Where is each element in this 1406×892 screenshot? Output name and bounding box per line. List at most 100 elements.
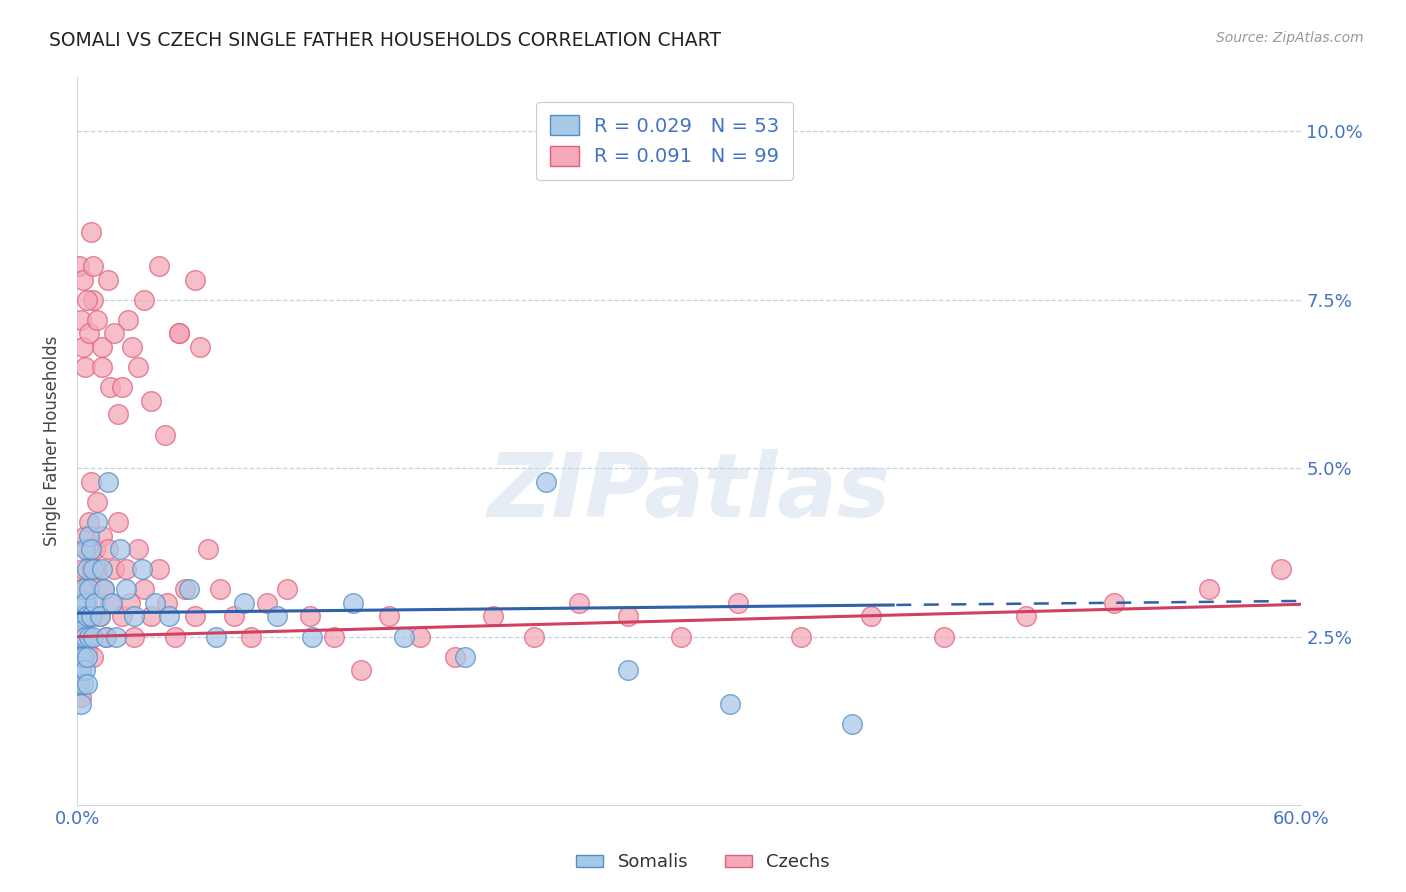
Point bbox=[98, 380, 121, 394]
Point bbox=[75, 582, 97, 597]
Point bbox=[72, 609, 94, 624]
Point bbox=[82, 609, 104, 624]
Point bbox=[76, 643, 98, 657]
Point bbox=[70, 313, 93, 327]
Point bbox=[1102, 596, 1125, 610]
Point bbox=[94, 630, 117, 644]
Point bbox=[79, 575, 101, 590]
Point bbox=[67, 677, 90, 691]
Point bbox=[76, 293, 98, 307]
Point bbox=[72, 340, 94, 354]
Point bbox=[97, 475, 120, 489]
Point bbox=[72, 649, 94, 664]
Point bbox=[727, 596, 749, 610]
Point bbox=[443, 649, 465, 664]
Point bbox=[80, 475, 103, 489]
Point bbox=[111, 609, 134, 624]
Point bbox=[139, 393, 162, 408]
Point bbox=[90, 562, 112, 576]
Point bbox=[266, 609, 288, 624]
Legend: Somalis, Czechs: Somalis, Czechs bbox=[569, 847, 837, 879]
Point bbox=[86, 515, 108, 529]
Text: Source: ZipAtlas.com: Source: ZipAtlas.com bbox=[1216, 31, 1364, 45]
Point bbox=[98, 596, 121, 610]
Point bbox=[617, 609, 640, 624]
Point bbox=[80, 226, 103, 240]
Point bbox=[79, 528, 101, 542]
Point bbox=[72, 623, 94, 637]
Point bbox=[131, 562, 153, 576]
Point bbox=[97, 272, 120, 286]
Point bbox=[157, 609, 180, 624]
Point bbox=[70, 663, 93, 677]
Point bbox=[72, 677, 94, 691]
Point bbox=[208, 582, 231, 597]
Point bbox=[70, 582, 93, 597]
Point bbox=[224, 609, 246, 624]
Point bbox=[111, 380, 134, 394]
Point bbox=[239, 630, 262, 644]
Point bbox=[70, 630, 93, 644]
Point bbox=[94, 630, 117, 644]
Point bbox=[841, 717, 863, 731]
Point bbox=[107, 407, 129, 421]
Point bbox=[67, 596, 90, 610]
Point bbox=[70, 609, 93, 624]
Point bbox=[188, 340, 211, 354]
Point bbox=[568, 596, 591, 610]
Point bbox=[392, 630, 415, 644]
Point bbox=[256, 596, 278, 610]
Text: ZIPatlas: ZIPatlas bbox=[488, 449, 890, 536]
Point bbox=[67, 609, 90, 624]
Point bbox=[108, 542, 131, 557]
Point bbox=[1198, 582, 1220, 597]
Point bbox=[80, 562, 103, 576]
Point bbox=[82, 259, 104, 273]
Point bbox=[86, 562, 108, 576]
Point bbox=[79, 515, 101, 529]
Point bbox=[669, 630, 692, 644]
Point bbox=[70, 697, 93, 711]
Point bbox=[86, 495, 108, 509]
Point bbox=[117, 313, 139, 327]
Point bbox=[79, 326, 101, 341]
Point bbox=[115, 562, 138, 576]
Point bbox=[80, 609, 103, 624]
Point bbox=[301, 630, 323, 644]
Point bbox=[72, 272, 94, 286]
Point bbox=[67, 259, 90, 273]
Point bbox=[153, 427, 176, 442]
Point bbox=[75, 360, 97, 375]
Point bbox=[122, 609, 145, 624]
Point bbox=[859, 609, 882, 624]
Point bbox=[76, 649, 98, 664]
Point bbox=[121, 340, 143, 354]
Point bbox=[90, 528, 112, 542]
Point bbox=[103, 562, 125, 576]
Point bbox=[1270, 562, 1292, 576]
Point bbox=[197, 542, 219, 557]
Point bbox=[454, 649, 477, 664]
Point bbox=[122, 630, 145, 644]
Point bbox=[72, 649, 94, 664]
Point bbox=[82, 562, 104, 576]
Point bbox=[934, 630, 956, 644]
Point bbox=[76, 562, 98, 576]
Point bbox=[86, 313, 108, 327]
Point bbox=[93, 582, 115, 597]
Point bbox=[536, 475, 558, 489]
Point bbox=[75, 596, 97, 610]
Point bbox=[75, 528, 97, 542]
Point bbox=[1015, 609, 1038, 624]
Point bbox=[107, 515, 129, 529]
Point bbox=[70, 690, 93, 705]
Point bbox=[174, 582, 197, 597]
Point bbox=[70, 663, 93, 677]
Point bbox=[89, 609, 111, 624]
Point bbox=[90, 360, 112, 375]
Point bbox=[82, 630, 104, 644]
Point bbox=[163, 630, 186, 644]
Point bbox=[482, 609, 505, 624]
Point bbox=[82, 649, 104, 664]
Point bbox=[79, 582, 101, 597]
